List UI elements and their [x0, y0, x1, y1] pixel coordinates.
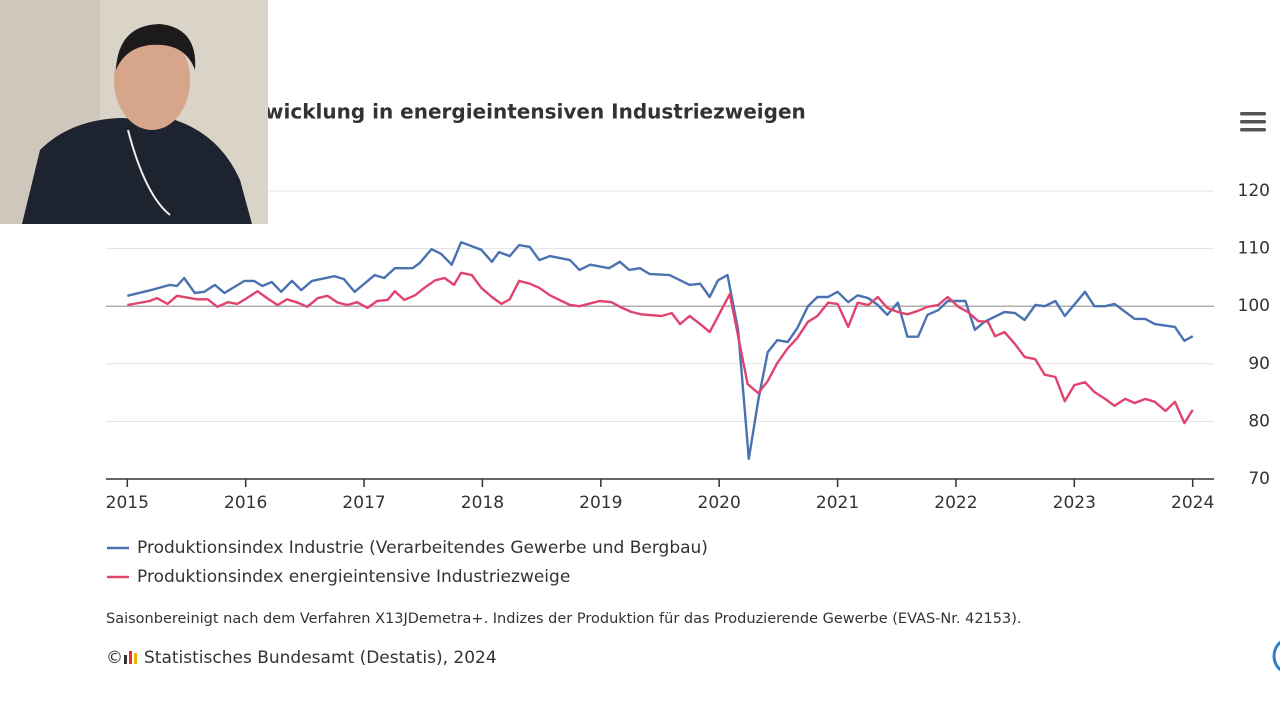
y-tick-label: 120 [1238, 181, 1270, 201]
menu-button[interactable] [1240, 112, 1266, 132]
copyright: © [106, 648, 123, 668]
chart-title: wicklung in energieintensiven Industriez… [265, 100, 806, 124]
webcam-earphone-cable [127, 129, 171, 216]
logo-bar [129, 651, 132, 664]
x-tick-label: 2021 [816, 493, 859, 513]
webcam-hair [116, 24, 196, 70]
plot: 70 80 90 100 110 120 2015 2016 2017 2018 2019 2020 2… [106, 181, 1270, 587]
logo-bar [134, 653, 137, 664]
footnote: Saisonbereinigt nach dem Verfahren X13JD… [106, 611, 1022, 627]
x-tick-label: 2022 [934, 493, 977, 513]
menu-bar [1240, 112, 1266, 116]
webcam-face [114, 30, 190, 130]
x-tick-label: 2016 [224, 493, 267, 513]
x-tick-label: 2020 [698, 493, 741, 513]
x-tick-label: 2024 [1171, 493, 1214, 513]
series-line [127, 241, 1194, 460]
webcam-overlay [0, 0, 268, 224]
legend-label: Produktionsindex Industrie (Verarbeitend… [137, 538, 708, 558]
x-tick-label: 2018 [461, 493, 504, 513]
y-tick-label: 110 [1238, 239, 1270, 259]
menu-bar [1240, 128, 1266, 132]
x-tick-label: 2019 [579, 493, 622, 513]
webcam-shirt [22, 118, 252, 224]
series-line [127, 271, 1194, 425]
y-tick-label: 90 [1248, 354, 1270, 374]
x-tick-label: 2017 [342, 493, 385, 513]
logo-bar [124, 655, 127, 664]
y-tick-label: 100 [1238, 296, 1270, 316]
source: Statistisches Bundesamt (Destatis), 2024 [144, 648, 497, 668]
legend-label: Produktionsindex energieintensive Indust… [137, 567, 570, 587]
menu-bar [1240, 120, 1266, 124]
y-tick-label: 70 [1248, 469, 1270, 489]
y-tick-label: 80 [1248, 411, 1270, 431]
x-tick-label: 2023 [1053, 493, 1096, 513]
x-tick-label: 2015 [106, 493, 149, 513]
floating-button[interactable] [1272, 638, 1280, 674]
logo [124, 651, 137, 664]
